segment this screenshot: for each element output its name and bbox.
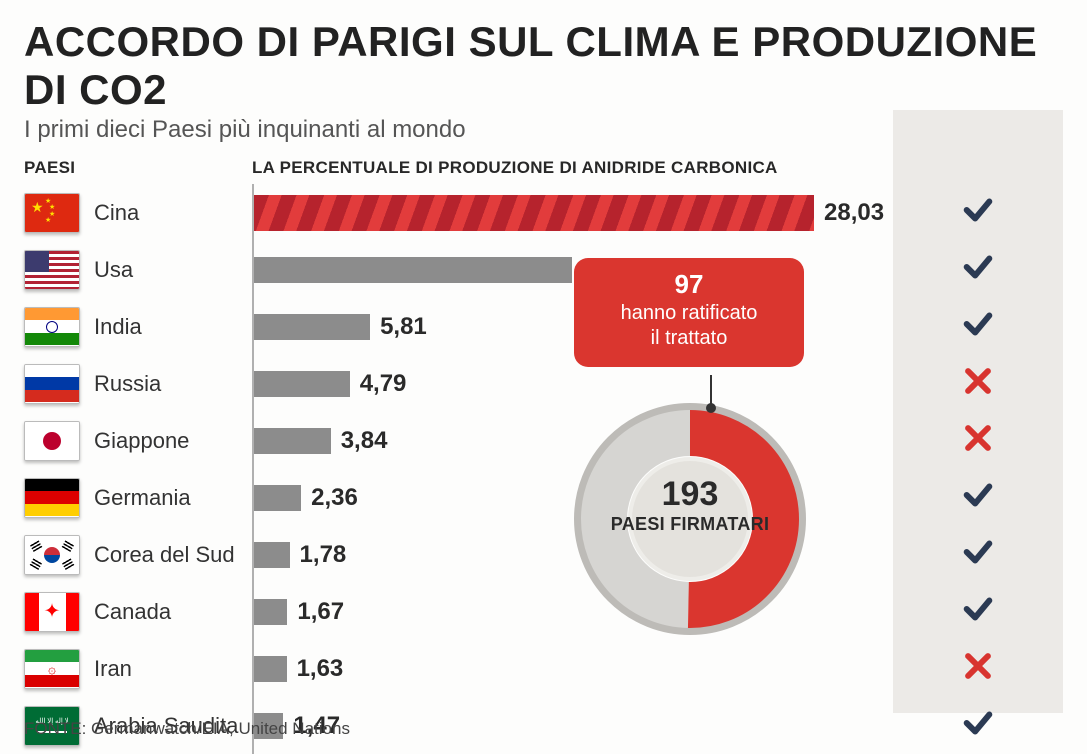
cross-icon xyxy=(961,649,995,688)
bar xyxy=(254,656,287,682)
flag-jp-icon xyxy=(24,421,80,461)
signed-cell xyxy=(893,184,1063,241)
country-name: Germania xyxy=(94,485,252,511)
bar-value-label: 28,03 xyxy=(824,199,884,227)
country-row: Germania 2,36 xyxy=(24,469,1063,526)
source-text: FONTE: Germanwatch/EIA, United Nations xyxy=(24,719,350,739)
bar-zone: 5,81 xyxy=(252,298,893,355)
bar-zone: 1,67 xyxy=(252,583,893,640)
country-row: India 5,81 xyxy=(24,298,1063,355)
country-name: Cina xyxy=(94,200,252,226)
bar xyxy=(254,542,290,568)
bar-zone: 1,78 xyxy=(252,526,893,583)
flag-kr-icon xyxy=(24,535,80,575)
check-icon xyxy=(961,592,995,631)
chart-rows: ★ ★ ★ ★ ★ Cina 28,03 Usa 15,90 India 5 xyxy=(24,184,1063,754)
bar-zone: 2,36 xyxy=(252,469,893,526)
cross-icon xyxy=(961,364,995,403)
country-row: Russia 4,79 xyxy=(24,355,1063,412)
signed-cell xyxy=(893,640,1063,697)
country-row: ۞ Iran 1,63 xyxy=(24,640,1063,697)
check-icon xyxy=(961,478,995,517)
signed-cell xyxy=(893,412,1063,469)
signed-cell xyxy=(893,469,1063,526)
flag-ca-icon: ✦ xyxy=(24,592,80,632)
flag-ir-icon: ۞ xyxy=(24,649,80,689)
main-title: ACCORDO DI PARIGI SUL CLIMA E PRODUZIONE… xyxy=(24,18,1063,114)
signed-cell xyxy=(893,298,1063,355)
country-row: Usa 15,90 xyxy=(24,241,1063,298)
signed-cell xyxy=(893,697,1063,754)
country-row: Corea del Sud 1,78 xyxy=(24,526,1063,583)
country-row: Giappone 3,84 xyxy=(24,412,1063,469)
country-row: ★ ★ ★ ★ ★ Cina 28,03 xyxy=(24,184,1063,241)
cross-icon xyxy=(961,421,995,460)
bar-axis xyxy=(252,640,893,697)
check-icon xyxy=(961,307,995,346)
country-name: Corea del Sud xyxy=(94,542,252,568)
bar-value-label: 15,90 xyxy=(582,256,642,284)
check-icon xyxy=(961,193,995,232)
signed-cell xyxy=(893,583,1063,640)
bar xyxy=(254,485,301,511)
bar-value-label: 1,63 xyxy=(297,655,344,683)
bar-value-label: 2,36 xyxy=(311,484,358,512)
bar xyxy=(254,599,287,625)
flag-de-icon xyxy=(24,478,80,518)
bar xyxy=(254,371,350,397)
bar-axis xyxy=(252,583,893,640)
bar-value-label: 5,81 xyxy=(380,313,427,341)
flag-ru-icon xyxy=(24,364,80,404)
signed-cell xyxy=(893,241,1063,298)
flag-cn-icon: ★ ★ ★ ★ ★ xyxy=(24,193,80,233)
col-header-country: PAESI xyxy=(24,158,252,178)
country-name: Russia xyxy=(94,371,252,397)
bar xyxy=(254,257,572,283)
bar-zone: 4,79 xyxy=(252,355,893,412)
country-name: Giappone xyxy=(94,428,252,454)
bar-axis xyxy=(252,526,893,583)
bar-value-label: 1,67 xyxy=(297,598,344,626)
country-name: Usa xyxy=(94,257,252,283)
signed-cell xyxy=(893,526,1063,583)
bar-zone: 3,84 xyxy=(252,412,893,469)
check-icon xyxy=(961,706,995,745)
bar xyxy=(254,428,331,454)
check-icon xyxy=(961,535,995,574)
bar-value-label: 4,79 xyxy=(360,370,407,398)
bar-zone: 15,90 xyxy=(252,241,893,298)
bar-value-label: 1,78 xyxy=(300,541,347,569)
flag-in-icon xyxy=(24,307,80,347)
country-row: ✦ Canada 1,67 xyxy=(24,583,1063,640)
bar xyxy=(254,195,814,231)
signed-cell xyxy=(893,355,1063,412)
col-header-bar: LA PERCENTUALE DI PRODUZIONE DI ANIDRIDE… xyxy=(252,158,893,178)
country-name: Canada xyxy=(94,599,252,625)
bar-value-label: 3,84 xyxy=(341,427,388,455)
country-name: India xyxy=(94,314,252,340)
country-name: Iran xyxy=(94,656,252,682)
flag-us-icon xyxy=(24,250,80,290)
bar xyxy=(254,314,370,340)
bar-zone: 1,63 xyxy=(252,640,893,697)
bar-zone: 28,03 xyxy=(252,184,893,241)
check-icon xyxy=(961,250,995,289)
